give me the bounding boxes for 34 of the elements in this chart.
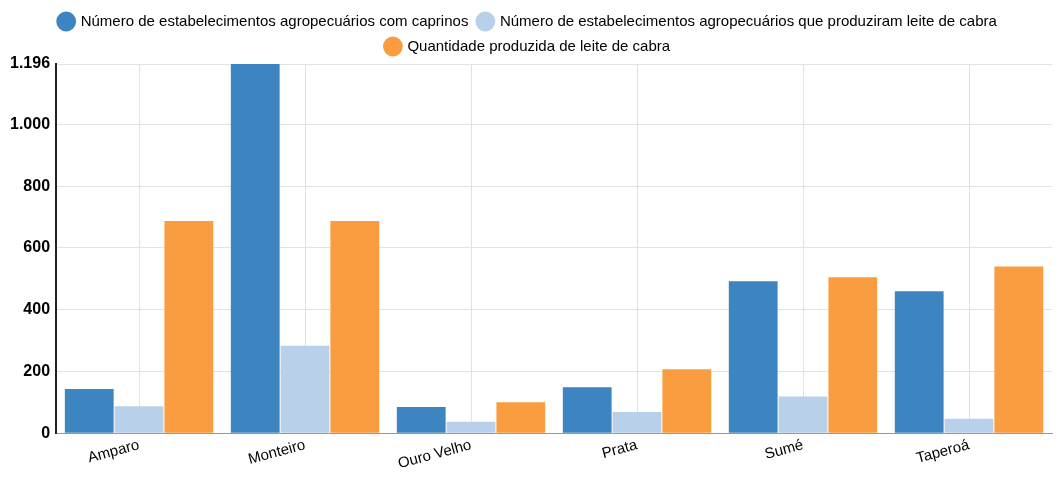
legend-label: Quantidade produzida de leite de cabra — [407, 36, 671, 54]
y-tick-label: 400 — [23, 300, 51, 318]
bar — [396, 406, 446, 433]
bar — [330, 221, 380, 433]
bar — [828, 277, 878, 433]
y-tick-label: 0 — [41, 423, 51, 441]
y-tick-label: 200 — [23, 361, 51, 379]
x-tick-label: Ouro Velho — [395, 435, 473, 472]
bar — [728, 281, 778, 433]
bar — [994, 266, 1044, 433]
x-tick-label: Prata — [599, 435, 640, 462]
x-tick-label: Monteiro — [246, 435, 307, 467]
bar — [64, 389, 114, 433]
bar — [662, 369, 712, 433]
x-tick-label: Amparo — [85, 435, 141, 466]
bar — [944, 418, 994, 433]
bar — [164, 221, 214, 433]
bar — [778, 396, 828, 433]
bar — [562, 387, 612, 433]
bar — [612, 411, 662, 433]
bar — [114, 406, 164, 433]
bar — [280, 345, 330, 433]
legend-label: Número de estabelecimentos agropecuários que produziram leite de cabra — [499, 11, 998, 29]
y-tick-label: 1.196 — [9, 54, 51, 72]
y-tick-label: 800 — [23, 176, 51, 194]
bar — [496, 402, 546, 433]
x-tick-label: Sumé — [762, 435, 805, 462]
y-tick-label: 600 — [23, 238, 51, 256]
legend-label: Número de estabelecimentos agropecuários com caprinos — [80, 11, 469, 29]
y-tick-label: 1.000 — [9, 114, 51, 132]
x-tick-label: Taperoá — [914, 435, 972, 466]
bar — [230, 64, 280, 433]
bar — [894, 291, 944, 433]
bar — [446, 421, 496, 433]
